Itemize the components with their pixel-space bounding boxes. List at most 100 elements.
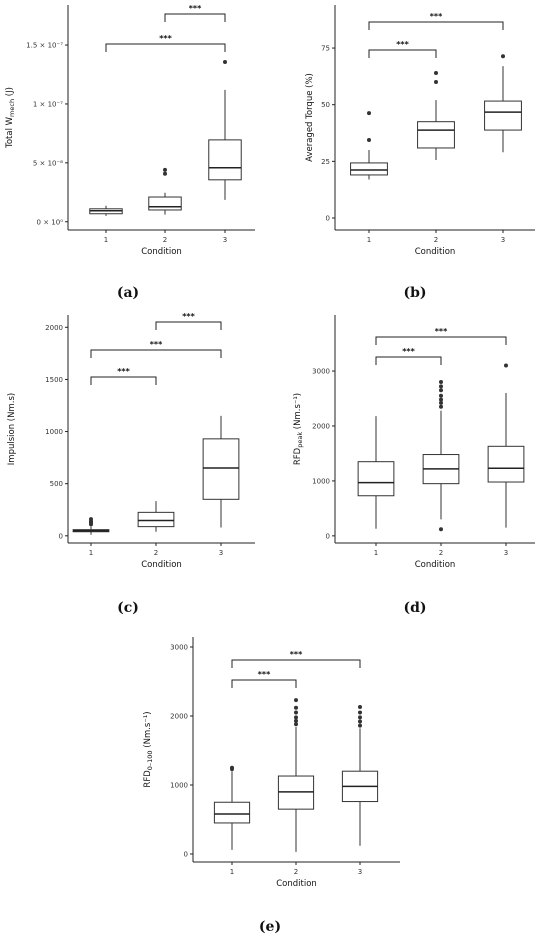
y-label-main: Averaged Torque (%) (305, 73, 315, 162)
y-tick-label: 1500 (45, 376, 63, 384)
significance-label: *** (258, 670, 271, 679)
x-tick-label: 1 (230, 868, 234, 876)
significance-label: *** (150, 340, 163, 349)
x-tick-label: 2 (154, 549, 158, 557)
outlier (434, 80, 438, 85)
significance-bracket (368, 21, 504, 30)
x-tick-label: 2 (434, 236, 438, 244)
significance-label: *** (430, 12, 443, 21)
x-tick-label: 3 (501, 236, 505, 244)
significance-label: *** (396, 40, 409, 49)
y-label-rest: (Nm.s⁻¹) (293, 393, 303, 432)
x-tick-label: 1 (367, 236, 371, 244)
y-axis-label: Impulsion (Nm.s) (7, 393, 17, 465)
outlier (294, 722, 298, 727)
outlier (163, 171, 167, 176)
box (202, 438, 240, 500)
y-tick-label: 500 (50, 480, 63, 488)
outlier (358, 705, 362, 710)
outlier (439, 400, 443, 405)
outlier (294, 705, 298, 710)
x-axis-label: Condition (415, 247, 456, 257)
y-tick-label: 25 (321, 158, 330, 166)
box (484, 100, 522, 131)
y-tick-label: 1.5 × 10⁻⁷ (26, 42, 63, 50)
outlier (367, 111, 371, 116)
y-label-sub: peak (296, 432, 304, 448)
y-label-sub: mech (8, 99, 16, 117)
y-tick-label: 3000 (312, 368, 330, 376)
box (213, 801, 251, 824)
outlier (358, 719, 362, 724)
box (208, 139, 242, 181)
y-tick-label: 2000 (45, 324, 63, 332)
outlier (163, 167, 167, 172)
significance-bracket (375, 356, 442, 365)
significance-label: *** (290, 650, 303, 659)
significance-label: *** (189, 4, 202, 13)
y-axis-label: RFD0–100 (Nm.s⁻¹) (143, 711, 154, 787)
outlier (294, 710, 298, 715)
outlier (439, 404, 443, 409)
x-tick-label: 1 (104, 236, 108, 244)
outlier (504, 363, 508, 368)
panel-label: (d) (403, 600, 426, 616)
outlier (223, 60, 227, 65)
outlier (358, 715, 362, 720)
y-label-rest: (J) (5, 87, 15, 99)
y-tick-label: 1000 (170, 781, 188, 789)
y-axis-label: RFDpeak (Nm.s⁻¹) (293, 393, 304, 465)
box (487, 445, 525, 483)
significance-bracket (105, 43, 226, 52)
significance-bracket (231, 679, 297, 688)
y-tick-label: 50 (321, 101, 330, 109)
x-axis-label: Condition (276, 879, 317, 889)
box (357, 461, 395, 497)
outlier (439, 397, 443, 402)
significance-label: *** (159, 34, 172, 43)
outlier (294, 718, 298, 723)
significance-bracket (90, 349, 222, 358)
outlier (358, 723, 362, 728)
outlier (439, 388, 443, 393)
outlier (439, 380, 443, 385)
y-tick-label: 0 (326, 214, 330, 222)
x-axis-label: Condition (141, 560, 182, 570)
box (417, 121, 455, 149)
y-tick-label: 0 (326, 532, 330, 540)
x-tick-label: 2 (294, 868, 298, 876)
y-label-main: Impulsion (Nm.s) (7, 393, 17, 465)
x-axis-label: Condition (415, 560, 456, 570)
y-tick-label: 2000 (170, 713, 188, 721)
significance-bracket (164, 13, 226, 22)
y-label-sub: 0–100 (146, 750, 154, 770)
x-tick-label: 1 (374, 549, 378, 557)
significance-label: *** (402, 347, 415, 356)
y-tick-label: 0 (59, 532, 63, 540)
significance-bracket (375, 336, 507, 345)
y-label-main: Total W (5, 116, 15, 149)
x-tick-label: 3 (504, 549, 508, 557)
outlier (367, 138, 371, 143)
box (148, 196, 182, 211)
outlier (501, 54, 505, 59)
x-tick-label: 3 (219, 549, 223, 557)
y-axis-label: Averaged Torque (%) (305, 73, 315, 162)
y-tick-label: 5 × 10⁻⁸ (33, 159, 63, 167)
y-tick-label: 75 (321, 45, 330, 53)
panel-label: (c) (117, 600, 139, 616)
significance-label: *** (435, 327, 448, 336)
y-label-rest: (Nm.s⁻¹) (143, 711, 153, 750)
y-tick-label: 1000 (312, 477, 330, 485)
panel-label: (e) (259, 919, 281, 935)
outlier (230, 765, 234, 770)
outlier (439, 393, 443, 398)
x-tick-label: 1 (89, 549, 93, 557)
y-axis-label: Total Wmech (J) (5, 87, 16, 149)
significance-bracket (368, 49, 437, 58)
x-tick-label: 3 (223, 236, 227, 244)
y-label-main: RFD (293, 447, 303, 465)
outlier (434, 70, 438, 75)
